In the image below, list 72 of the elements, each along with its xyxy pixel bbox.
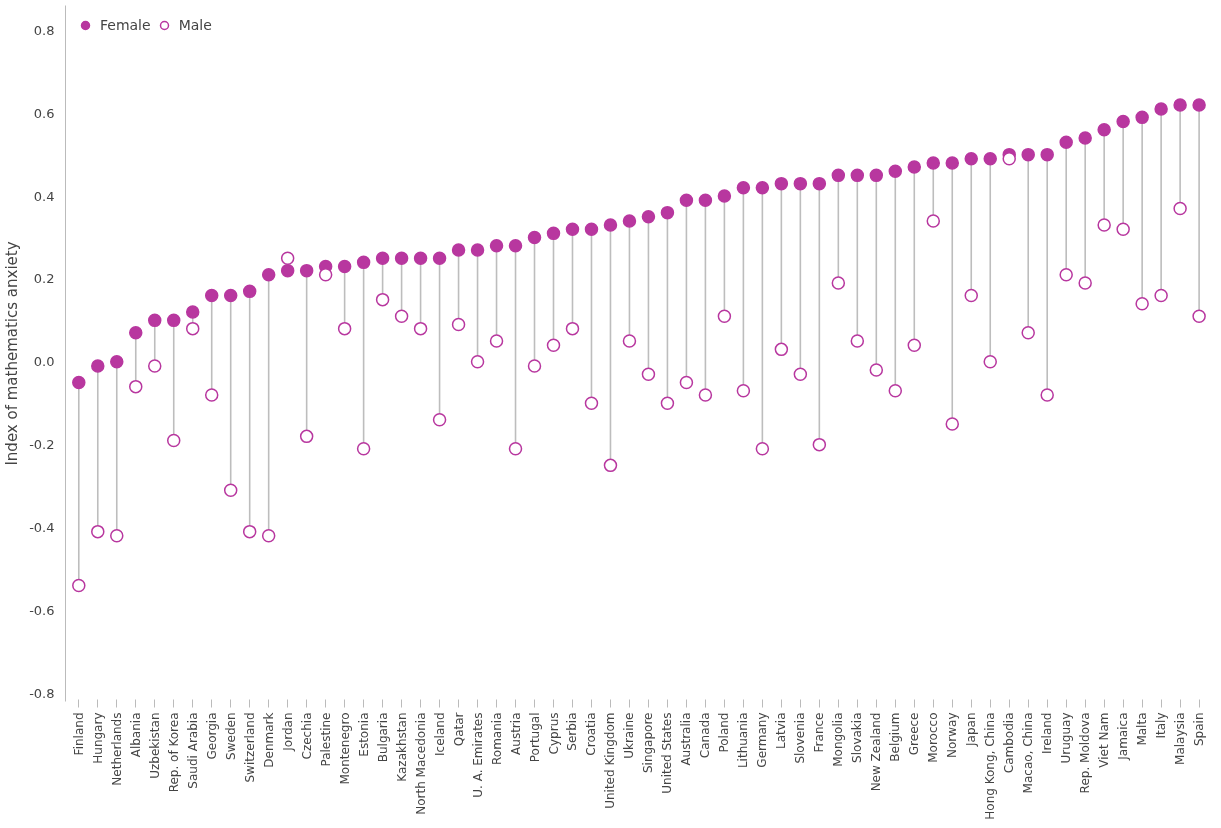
x-tick-label: New Zealand — [869, 712, 884, 792]
x-tick-label: Slovenia — [793, 712, 808, 764]
legend-label: Female — [100, 17, 151, 33]
x-tick-label: Denmark — [261, 712, 276, 768]
x-tick-label: Viet Nam — [1097, 712, 1112, 768]
x-tick-label: Montenegro — [337, 712, 352, 785]
x-tick-label: Qatar — [451, 712, 466, 747]
x-tick-label: United States — [660, 712, 675, 794]
x-tick-label: Portugal — [527, 712, 542, 763]
x-tick-label: Lithuania — [736, 712, 751, 769]
x-tick-label: Poland — [717, 712, 732, 753]
x-tick-label: Australia — [679, 712, 694, 766]
y-tick-label: 0.6 — [33, 105, 55, 121]
x-tick-label: Mongolia — [831, 712, 846, 767]
x-tick-label: Finland — [71, 712, 86, 756]
x-tick-label: Uzbekistan — [147, 712, 162, 779]
x-tick-label: Austria — [508, 712, 523, 755]
x-tick-label: Switzerland — [242, 712, 257, 783]
x-tick-label: Norway — [945, 712, 960, 759]
x-tick-label: Rep. of Korea — [166, 712, 181, 793]
x-tick-label: Belgium — [888, 712, 903, 762]
x-tick-label: Cambodia — [1002, 712, 1017, 774]
y-tick-label: 0.4 — [33, 188, 55, 204]
x-tick-label: Hong Kong, China — [983, 712, 998, 820]
x-tick-label: Croatia — [584, 712, 599, 756]
x-tick-label: Latvia — [774, 712, 789, 750]
x-tick-label: Uruguay — [1059, 712, 1074, 764]
x-tick-label: Cyprus — [546, 712, 561, 755]
x-tick-label: Romania — [489, 712, 504, 765]
x-tick-label: Malta — [1135, 712, 1150, 746]
y-tick-label: -0.4 — [29, 520, 55, 535]
x-tick-label: Jordan — [280, 712, 295, 752]
x-tick-label: United Kingdom — [603, 712, 618, 809]
x-tick-label: France — [812, 712, 827, 753]
x-tick-label: Germany — [755, 712, 770, 768]
x-tick-label: Albania — [128, 712, 143, 758]
y-tick-label: -0.2 — [29, 437, 55, 453]
y-tick-label: -0.8 — [29, 685, 55, 701]
x-tick-label: Canada — [698, 712, 713, 759]
x-tick-label: Bulgaria — [375, 712, 390, 763]
x-tick-label: Jamaica — [1116, 712, 1131, 761]
y-tick-label: 0.0 — [33, 354, 55, 370]
x-tick-label: Macao, China — [1021, 712, 1036, 794]
x-tick-label: Georgia — [204, 712, 219, 760]
x-tick-label: North Macedonia — [413, 712, 428, 815]
y-tick-label: 0.2 — [33, 271, 55, 287]
x-tick-label: Iceland — [432, 712, 447, 756]
x-tick-label: Malaysia — [1173, 712, 1188, 765]
x-tick-label: Japan — [964, 712, 979, 747]
y-tick-label: -0.6 — [29, 602, 55, 618]
x-tick-label: Morocco — [926, 712, 941, 763]
y-tick-label: 0.8 — [33, 22, 55, 38]
x-tick-label: Netherlands — [109, 712, 124, 786]
x-tick-label: Italy — [1154, 712, 1169, 739]
x-tick-label: U. A. Emirates — [470, 712, 485, 798]
x-tick-label: Estonia — [356, 712, 371, 757]
x-tick-label: Singapore — [641, 712, 656, 774]
x-tick-label: Spain — [1192, 712, 1207, 747]
x-tick-label: Greece — [907, 712, 922, 756]
x-tick-label: Hungary — [90, 712, 105, 764]
y-axis-title: Index of mathematics anxiety — [3, 241, 22, 466]
x-tick-label: Ireland — [1040, 712, 1055, 754]
x-tick-label: Saudi Arabia — [185, 712, 200, 789]
x-tick-label: Palestine — [318, 712, 333, 767]
x-tick-label: Ukraine — [622, 712, 637, 759]
x-tick-label: Serbia — [565, 712, 580, 751]
x-tick-label: Sweden — [223, 712, 238, 760]
legend-label: Male — [178, 17, 212, 33]
x-tick-label: Kazakhstan — [394, 712, 409, 782]
x-tick-label: Slovakia — [850, 712, 865, 763]
x-tick-label: Rep. Moldova — [1078, 712, 1093, 794]
x-tick-label: Czechia — [299, 712, 314, 760]
